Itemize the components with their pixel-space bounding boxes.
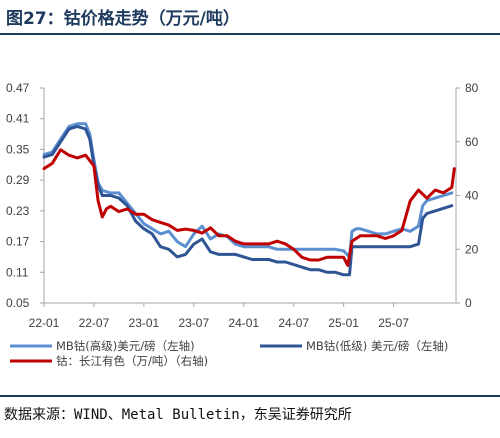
x-tick-label: 24-01	[228, 316, 259, 330]
x-tick-label: 23-01	[129, 316, 160, 330]
x-tick-label: 25-01	[328, 316, 359, 330]
legend-label-2: MB钴(低级) 美元/磅（左轴)	[306, 339, 448, 353]
right-tick-label: 40	[465, 189, 479, 203]
x-tick-label: 22-01	[29, 316, 60, 330]
left-tick-label: 0.29	[6, 173, 30, 187]
series-line-1	[42, 122, 454, 259]
left-tick-label: 0.11	[6, 265, 29, 279]
x-tick-label: 25-07	[378, 316, 409, 330]
right-tick-label: 0	[465, 296, 472, 310]
left-tick-label: 0.23	[6, 204, 30, 218]
left-tick-label: 0.05	[6, 296, 30, 310]
right-tick-label: 20	[465, 242, 479, 256]
chart-title: 图27：钴价格走势（万元/吨）	[6, 9, 240, 29]
left-tick-label: 0.47	[6, 81, 30, 95]
chart-legend: MB钴(高级)美元/磅（左轴) MB钴(低级) 美元/磅（左轴) 钴：长江有色（万/…	[10, 339, 448, 368]
right-tick-label: 80	[465, 81, 479, 95]
title-rule	[0, 33, 500, 35]
left-tick-label: 0.35	[6, 142, 30, 156]
source-note: 数据来源：WIND、Metal Bulletin，东吴证券研究所	[4, 407, 352, 423]
legend-label-1: MB钴(高级)美元/磅（左轴)	[56, 339, 195, 353]
x-tick-label: 23-07	[178, 316, 209, 330]
chart-axes: 0.05 0.11 0.17 0.23 0.29 0.35 0.41 0.47 0 20 40 60 8…	[6, 81, 479, 330]
legend-label-3: 钴：长江有色（万/吨）（右轴)	[56, 354, 208, 368]
x-tick-label: 24-07	[278, 316, 309, 330]
left-tick-label: 0.17	[6, 235, 30, 249]
left-tick-label: 0.41	[6, 112, 30, 126]
x-tick-label: 22-07	[79, 316, 110, 330]
chart-lines	[42, 122, 456, 277]
source-rule	[0, 395, 500, 397]
series-line-3	[42, 148, 456, 267]
series-line-2	[42, 124, 454, 277]
right-tick-label: 60	[465, 135, 479, 149]
